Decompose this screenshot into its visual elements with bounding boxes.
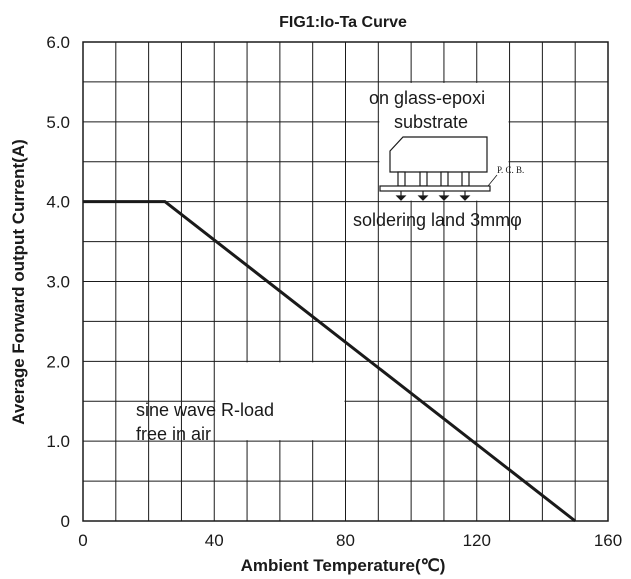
x-tick-label: 0 [78, 531, 87, 550]
land-label: soldering land 3mmφ [353, 210, 522, 230]
pcb-package-drawing [379, 136, 498, 201]
pin-3 [440, 171, 449, 187]
pcb-label: P. C. B. [497, 165, 524, 175]
y-tick-label: 0 [61, 512, 70, 531]
pcb-leader-line [487, 174, 498, 187]
x-axis-label: Ambient Temperature(℃) [241, 556, 446, 575]
y-tick-label: 1.0 [46, 432, 70, 451]
substrate-line2: substrate [394, 112, 468, 132]
substrate-line1: on glass-epoxi [369, 88, 485, 108]
chart-title: FIG1:Io-Ta Curve [279, 14, 407, 31]
grid [83, 42, 608, 521]
y-tick-label: 3.0 [46, 273, 70, 292]
tick-labels: 0 40 80 120 160 0 1.0 2.0 3.0 4.0 5.0 6.0 [46, 33, 622, 550]
pcb-board [379, 185, 491, 192]
solder-3 [438, 195, 450, 201]
package-body [389, 136, 488, 173]
solder-2 [417, 195, 429, 201]
pin-4 [461, 171, 470, 187]
load-note-background [215, 362, 345, 441]
load-note-line2: free in air [136, 424, 211, 444]
load-note-line1: sine wave R-load [136, 400, 274, 420]
x-tick-label: 80 [336, 531, 355, 550]
y-axis-label: Average Forward output Current(A) [9, 139, 28, 425]
y-tick-label: 6.0 [46, 33, 70, 52]
derating-curve [83, 200, 577, 523]
series-layer [83, 200, 577, 523]
y-tick-label: 5.0 [46, 113, 70, 132]
x-tick-label: 40 [205, 531, 224, 550]
plot-frame [82, 41, 609, 522]
solder-4 [459, 195, 471, 201]
x-tick-label: 160 [594, 531, 622, 550]
solder-1 [395, 195, 407, 201]
x-tick-label: 120 [463, 531, 491, 550]
y-tick-label: 4.0 [46, 193, 70, 212]
pin-1 [397, 171, 406, 187]
pin-2 [419, 171, 428, 187]
y-tick-label: 2.0 [46, 352, 70, 371]
